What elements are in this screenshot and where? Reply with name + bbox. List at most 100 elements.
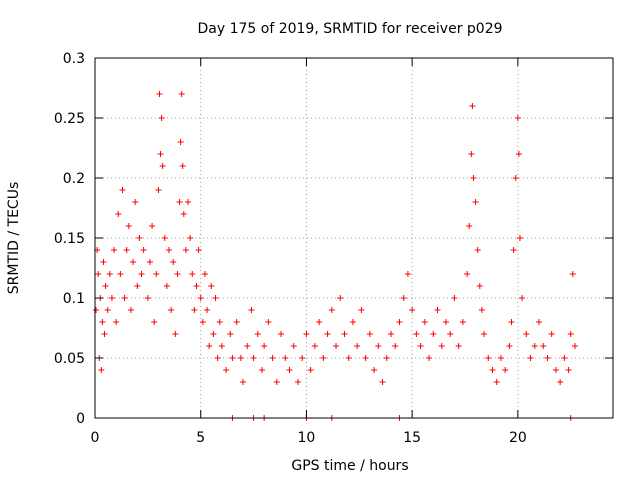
data-point	[469, 103, 476, 109]
data-point	[337, 295, 344, 301]
x-tick-label: 5	[196, 430, 205, 446]
data-point	[466, 223, 473, 229]
data-point	[464, 271, 471, 277]
data-point	[468, 151, 475, 157]
data-point	[472, 199, 479, 205]
data-point	[99, 319, 106, 325]
data-point	[557, 379, 564, 385]
data-point	[140, 247, 147, 253]
data-point	[199, 319, 206, 325]
data-point	[273, 379, 280, 385]
data-point	[527, 355, 534, 361]
data-point	[121, 295, 128, 301]
data-point	[508, 319, 515, 325]
data-point	[561, 355, 568, 361]
y-tick-label: 0.1	[63, 291, 85, 307]
data-point	[197, 295, 204, 301]
data-point	[447, 331, 454, 337]
data-point	[349, 319, 356, 325]
data-point	[294, 379, 301, 385]
data-point	[316, 319, 323, 325]
data-point	[303, 331, 310, 337]
data-point	[233, 319, 240, 325]
data-point	[144, 295, 151, 301]
data-point	[111, 247, 118, 253]
data-point	[176, 199, 183, 205]
data-point	[193, 283, 200, 289]
data-point	[523, 331, 530, 337]
chart-title: Day 175 of 2019, SRMTID for receiver p02…	[197, 21, 502, 37]
data-point	[195, 247, 202, 253]
data-point	[189, 271, 196, 277]
data-point	[125, 223, 132, 229]
data-point	[311, 343, 318, 349]
data-point	[404, 271, 411, 277]
data-point	[426, 355, 433, 361]
data-point	[345, 355, 352, 361]
data-point	[341, 331, 348, 337]
data-point	[216, 319, 223, 325]
y-tick-label: 0.3	[63, 51, 85, 67]
data-point	[106, 271, 113, 277]
data-point	[149, 223, 156, 229]
data-point	[170, 259, 177, 265]
data-points	[93, 91, 578, 421]
data-point	[178, 91, 185, 97]
y-tick-label: 0.2	[63, 171, 85, 187]
data-point	[108, 295, 115, 301]
data-point	[388, 331, 394, 337]
data-point	[438, 343, 445, 349]
data-point	[282, 355, 289, 361]
data-point	[442, 319, 449, 325]
data-point	[515, 151, 522, 157]
data-point	[510, 247, 517, 253]
data-point	[328, 307, 335, 313]
data-point	[567, 331, 574, 337]
data-point	[185, 199, 192, 205]
data-point	[163, 283, 170, 289]
data-point	[208, 283, 215, 289]
data-point	[138, 271, 145, 277]
data-point	[571, 343, 578, 349]
data-point	[179, 163, 186, 169]
data-point	[155, 187, 162, 193]
data-point	[290, 343, 297, 349]
data-point	[254, 331, 261, 337]
data-point	[476, 283, 483, 289]
x-tick-label: 0	[91, 430, 100, 446]
data-point	[100, 259, 107, 265]
data-point	[366, 331, 373, 337]
y-tick-label: 0	[76, 411, 85, 427]
data-point	[115, 211, 122, 217]
data-point	[358, 307, 365, 313]
data-point	[117, 271, 124, 277]
data-point	[153, 271, 160, 277]
data-point	[229, 355, 236, 361]
data-point	[146, 259, 153, 265]
data-point	[177, 139, 184, 145]
data-point	[237, 355, 244, 361]
data-point	[130, 259, 137, 265]
data-point	[98, 367, 105, 373]
data-point	[400, 295, 407, 301]
data-point	[540, 343, 547, 349]
data-point	[244, 343, 251, 349]
data-point	[113, 319, 120, 325]
data-point	[123, 247, 130, 253]
data-point	[470, 175, 477, 181]
data-point	[227, 331, 234, 337]
data-point	[421, 319, 428, 325]
data-point	[354, 343, 361, 349]
data-point	[201, 271, 208, 277]
data-point	[324, 331, 331, 337]
data-point	[531, 343, 538, 349]
data-point	[101, 331, 108, 337]
data-point	[269, 355, 276, 361]
data-point	[434, 307, 441, 313]
data-point	[168, 307, 175, 313]
y-tick-label: 0.15	[54, 231, 85, 247]
data-point	[214, 355, 221, 361]
data-point	[259, 367, 266, 373]
data-point	[362, 355, 369, 361]
data-point	[102, 283, 109, 289]
